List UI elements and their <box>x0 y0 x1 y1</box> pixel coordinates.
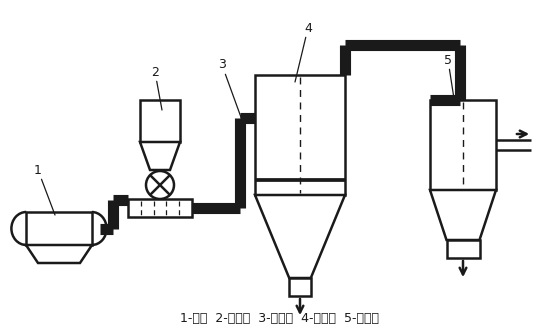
Bar <box>128 199 192 217</box>
Bar <box>255 75 345 195</box>
Polygon shape <box>26 245 92 263</box>
Bar <box>26 212 92 245</box>
Bar <box>289 278 311 296</box>
Text: 1: 1 <box>34 163 55 215</box>
Bar <box>140 100 180 142</box>
Text: 4: 4 <box>295 21 312 82</box>
Text: 1-风机  2-供料器  3-输料管  4-分离器  5-除尘器: 1-风机 2-供料器 3-输料管 4-分离器 5-除尘器 <box>180 312 379 325</box>
Polygon shape <box>140 142 180 170</box>
Text: 5: 5 <box>444 54 455 105</box>
Bar <box>447 240 480 258</box>
Text: 3: 3 <box>218 59 242 120</box>
Polygon shape <box>255 195 345 278</box>
Polygon shape <box>430 190 496 240</box>
Text: 2: 2 <box>151 66 162 110</box>
Bar <box>430 100 496 190</box>
